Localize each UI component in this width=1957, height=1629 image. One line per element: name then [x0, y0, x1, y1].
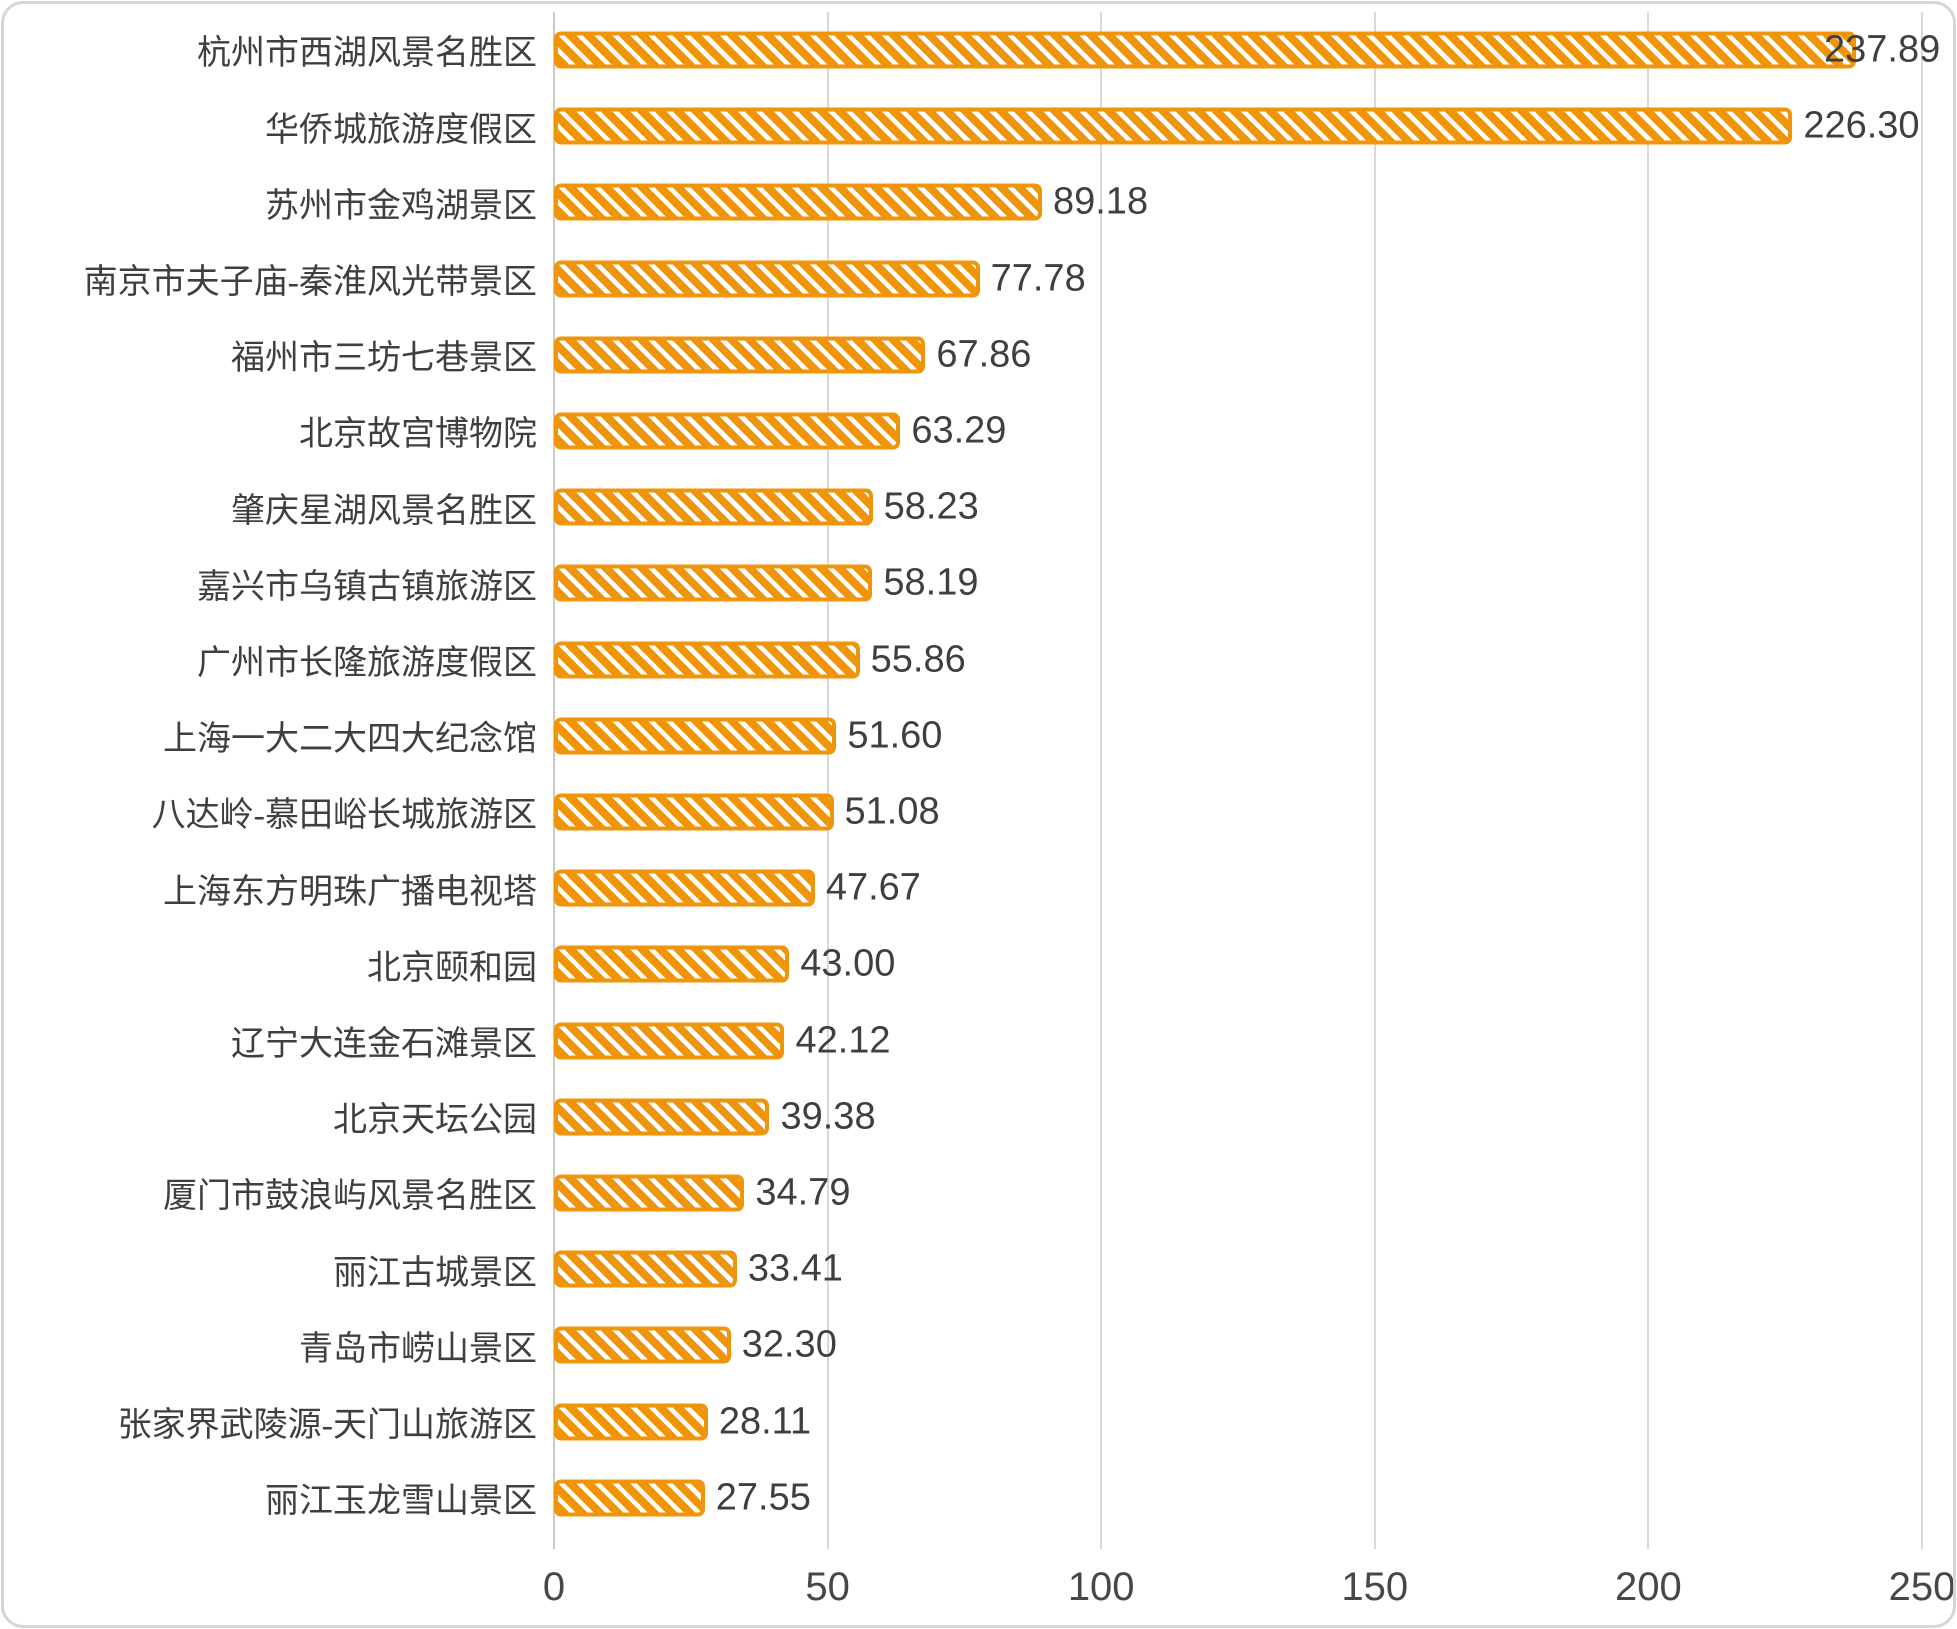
x-gridline: [1921, 12, 1923, 1549]
bar-row: 北京故宫博物院 63.29: [4, 393, 1953, 469]
bar-row: 杭州市西湖风景名胜区 237.89: [4, 12, 1953, 88]
value-label: 34.79: [755, 1171, 851, 1214]
data-bar: [554, 641, 860, 679]
x-tick-label: 150: [1341, 1565, 1409, 1609]
bar-row: 北京天坛公园 39.38: [4, 1079, 1953, 1155]
category-label: 杭州市西湖风景名胜区: [197, 35, 537, 73]
value-label: 51.08: [844, 790, 940, 833]
data-bar: [554, 412, 901, 450]
data-bar: [554, 1403, 708, 1441]
category-label: 福州市三坊七巷景区: [231, 340, 537, 378]
bar-row: 福州市三坊七巷景区 67.86: [4, 317, 1953, 393]
x-gridline: [826, 12, 829, 1549]
value-label: 43.00: [800, 942, 896, 985]
category-label: 青岛市崂山景区: [299, 1330, 537, 1368]
bar-row: 上海东方明珠广播电视塔 47.67: [4, 850, 1953, 926]
x-tick-label: 200: [1615, 1565, 1682, 1609]
value-label: 39.38: [780, 1095, 876, 1138]
value-label: 55.86: [870, 638, 966, 681]
value-label: 27.55: [715, 1476, 811, 1519]
value-label: 42.12: [795, 1019, 891, 1062]
x-gridline: [1100, 12, 1103, 1549]
value-label: 237.89: [1824, 28, 1941, 71]
category-label: 上海东方明珠广播电视塔: [163, 873, 537, 911]
category-label: 嘉兴市乌镇古镇旅游区: [197, 568, 537, 606]
value-label: 226.30: [1803, 104, 1920, 147]
data-bar: [554, 31, 1856, 69]
bar-row: 苏州市金鸡湖景区 89.18: [4, 164, 1953, 240]
data-bar: [554, 869, 815, 907]
value-label: 63.29: [911, 409, 1007, 452]
bar-row: 南京市夫子庙-秦淮风光带景区 77.78: [4, 241, 1953, 317]
category-label: 辽宁大连金石滩景区: [231, 1026, 537, 1064]
bar-row: 肇庆星湖风景名胜区 58.23: [4, 469, 1953, 545]
bar-row: 嘉兴市乌镇古镇旅游区 58.19: [4, 545, 1953, 621]
category-label: 北京天坛公园: [333, 1102, 537, 1140]
x-tick-label: 0: [542, 1565, 566, 1609]
value-label: 51.60: [847, 714, 943, 757]
bar-row: 青岛市崂山景区 32.30: [4, 1307, 1953, 1383]
data-bar: [554, 793, 834, 831]
value-label: 32.30: [741, 1323, 837, 1366]
value-label: 28.11: [718, 1400, 812, 1443]
data-bar: [554, 1250, 737, 1288]
category-label: 丽江古城景区: [333, 1254, 537, 1292]
value-label: 77.78: [990, 257, 1086, 300]
data-bar: [554, 945, 790, 983]
value-label: 58.19: [883, 561, 979, 604]
bar-row: 华侨城旅游度假区 226.30: [4, 88, 1953, 164]
x-tick-label: 250: [1888, 1565, 1956, 1609]
data-bar: [554, 564, 873, 602]
data-bar: [554, 1174, 745, 1212]
value-label: 33.41: [747, 1247, 843, 1290]
data-bar: [554, 1022, 785, 1060]
x-gridline: [1647, 12, 1650, 1549]
value-label: 67.86: [936, 333, 1032, 376]
bar-row: 张家界武陵源-天门山旅游区 28.11: [4, 1384, 1953, 1460]
category-label: 北京故宫博物院: [299, 416, 537, 454]
bar-row: 丽江古城景区 33.41: [4, 1231, 1953, 1307]
bar-row: 丽江玉龙雪山景区 27.55: [4, 1460, 1953, 1536]
data-bar: [554, 336, 926, 374]
category-label: 八达岭-慕田峪长城旅游区: [151, 797, 537, 835]
category-label: 上海一大二大四大纪念馆: [163, 721, 537, 759]
data-bar: [554, 1326, 731, 1364]
x-gridline: [1373, 12, 1376, 1549]
category-label: 厦门市鼓浪屿风景名胜区: [163, 1178, 537, 1216]
bar-row: 北京颐和园 43.00: [4, 926, 1953, 1002]
category-label: 南京市夫子庙-秦淮风光带景区: [83, 264, 537, 302]
category-label: 苏州市金鸡湖景区: [265, 187, 537, 225]
category-label: 肇庆星湖风景名胜区: [231, 492, 537, 530]
value-label: 47.67: [825, 866, 921, 909]
category-label: 北京颐和园: [367, 949, 537, 987]
category-label: 华侨城旅游度假区: [265, 111, 537, 149]
x-tick-label: 100: [1067, 1565, 1135, 1609]
data-bar: [554, 1479, 705, 1517]
category-label: 广州市长隆旅游度假区: [197, 645, 537, 683]
category-label: 丽江玉龙雪山景区: [265, 1483, 537, 1521]
bar-row: 八达岭-慕田峪长城旅游区 51.08: [4, 774, 1953, 850]
y-axis-line: [553, 12, 555, 1549]
data-bar: [554, 107, 1793, 145]
value-label: 58.23: [883, 485, 979, 528]
data-bar: [554, 488, 873, 526]
data-bar: [554, 183, 1042, 221]
bar-row: 厦门市鼓浪屿风景名胜区 34.79: [4, 1155, 1953, 1231]
bar-row: 广州市长隆旅游度假区 55.86: [4, 622, 1953, 698]
bar-row: 辽宁大连金石滩景区 42.12: [4, 1003, 1953, 1079]
category-label: 张家界武陵源-天门山旅游区: [117, 1407, 537, 1445]
data-bar: [554, 717, 837, 755]
bar-row: 上海一大二大四大纪念馆 51.60: [4, 698, 1953, 774]
value-label: 89.18: [1052, 180, 1149, 223]
data-bar: [554, 1098, 770, 1136]
x-tick-label: 50: [805, 1565, 850, 1609]
data-bar: [554, 260, 980, 298]
